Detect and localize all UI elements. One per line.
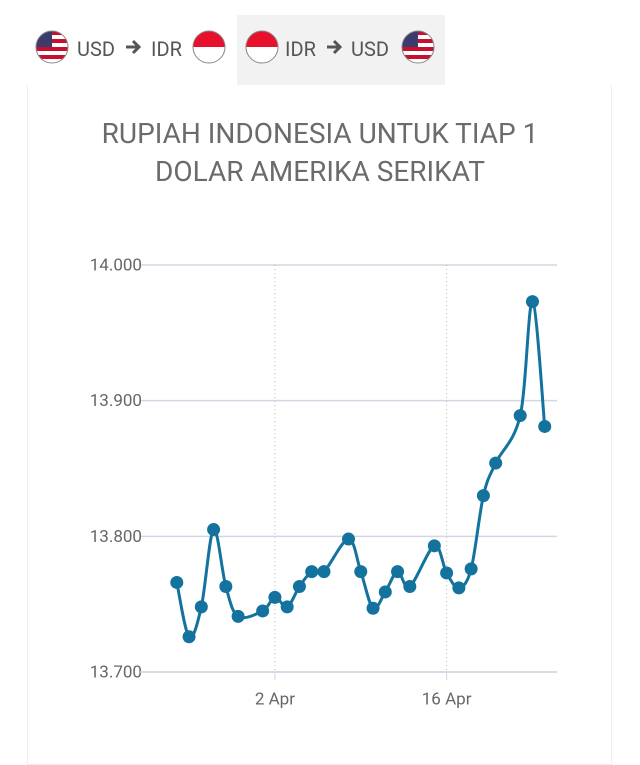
point (317, 565, 331, 579)
point (256, 604, 270, 618)
point (194, 600, 208, 614)
tab-from: USD (77, 37, 115, 61)
y-tick-label: 14.000 (90, 255, 142, 275)
point (476, 489, 490, 503)
point (452, 581, 466, 595)
tab[interactable]: USD IDR (27, 15, 237, 85)
tab-icons (35, 30, 226, 64)
point (231, 609, 245, 623)
point (292, 580, 306, 594)
point (378, 585, 392, 599)
point (342, 532, 355, 546)
chart: 13.700 13.800 13.900 14.000 2 Apr 16 Apr (90, 255, 557, 709)
tab-from: IDR (285, 37, 316, 61)
point (366, 601, 380, 615)
tab-to: USD (351, 37, 389, 61)
point (182, 630, 196, 644)
y-tick-label: 13.700 (90, 662, 142, 682)
point (268, 590, 282, 604)
tab[interactable]: IDR USD (237, 15, 445, 85)
y-tick-label: 13.900 (90, 391, 142, 411)
tab-icons (245, 30, 435, 64)
point (354, 565, 368, 579)
point (440, 566, 454, 580)
point (538, 419, 552, 433)
point (207, 523, 221, 537)
point (513, 409, 527, 423)
tab-to: IDR (151, 37, 182, 61)
point (489, 456, 503, 470)
x-tick-label: 2 Apr (255, 689, 295, 709)
chart-title: RUPIAH INDONESIA UNTUK TIAP 1 DOLAR AMER… (101, 117, 539, 188)
point (391, 565, 405, 579)
x-tick-label: 16 Apr (422, 689, 472, 709)
point (305, 565, 319, 579)
point (280, 600, 294, 614)
point (403, 580, 417, 594)
point (170, 575, 184, 589)
page: USD IDR IDR USD RUPIAH INDONESIA UNTUK T… (27, 15, 612, 765)
point (219, 580, 233, 594)
y-tick-label: 13.800 (90, 527, 142, 547)
point (427, 539, 441, 553)
point (464, 562, 478, 576)
point (525, 295, 539, 309)
